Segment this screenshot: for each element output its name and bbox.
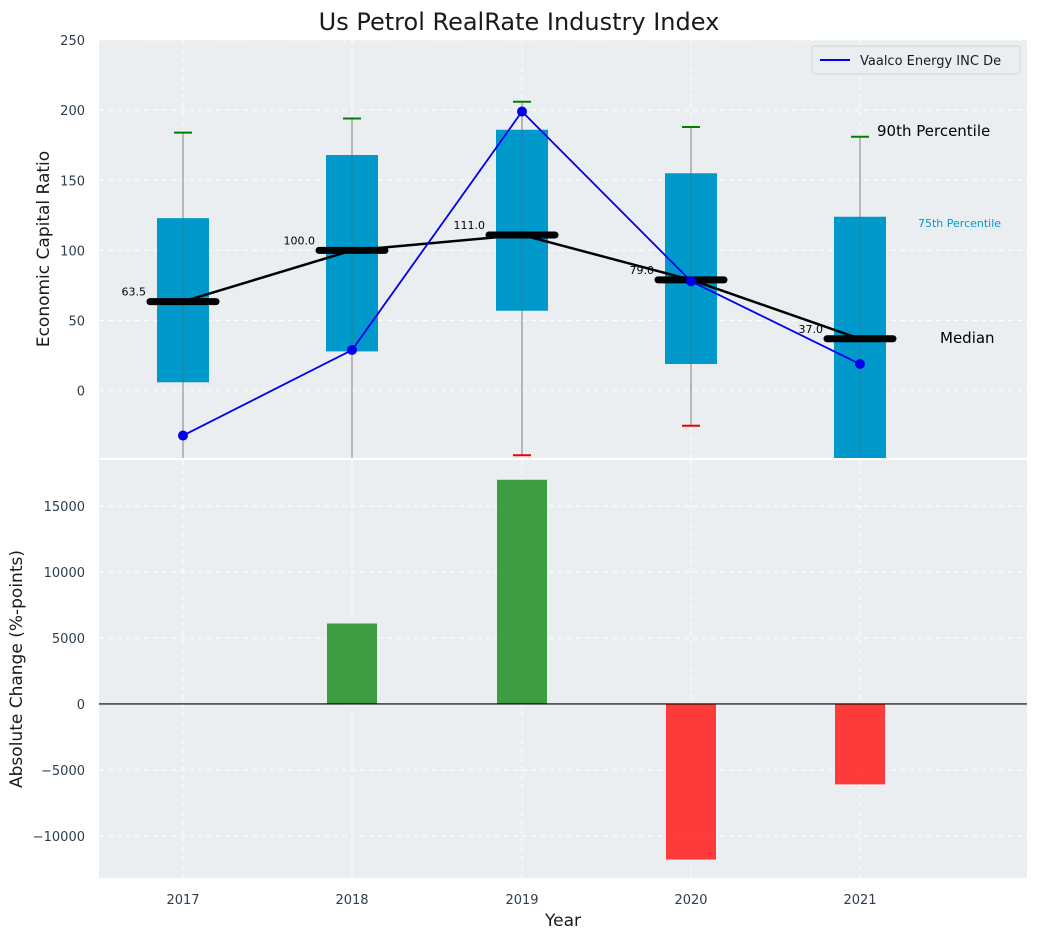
top-y-tick-label: 200: [60, 104, 85, 119]
company-series-point: [347, 344, 357, 355]
change-bar: [327, 623, 377, 704]
company-series-point: [686, 276, 696, 287]
bottom-y-ticks: −10000 −5000 0 5000 10000 15000: [33, 500, 85, 845]
top-y-tick-label: 0: [77, 385, 85, 400]
x-tick-label: 2019: [505, 893, 538, 908]
company-series-point: [178, 430, 188, 441]
company-series-point: [517, 106, 527, 117]
x-tick-label: 2020: [674, 893, 707, 908]
median-value-label: 79.0: [630, 264, 655, 277]
bottom-y-tick-label: 0: [77, 698, 85, 713]
x-tick-label: 2018: [335, 893, 368, 908]
change-bar: [835, 703, 885, 785]
bottom-y-tick-label: −5000: [41, 764, 85, 779]
x-axis-label: Year: [544, 911, 581, 931]
median-value-label: 111.0: [454, 219, 486, 232]
top-y-tick-label: 50: [68, 315, 85, 330]
top-y-axis-label: Economic Capital Ratio: [34, 151, 54, 347]
top-boxes: [157, 100, 886, 458]
top-y-tick-label: 250: [60, 34, 85, 49]
median-value-label: 37.0: [799, 323, 824, 336]
bottom-y-tick-label: 10000: [44, 566, 85, 581]
top-y-ticks: 0 50 100 150 200 250: [60, 34, 85, 400]
top-y-tick-label: 100: [60, 244, 85, 259]
change-bar: [666, 703, 716, 860]
x-tick-label: 2017: [166, 893, 199, 908]
x-ticks: 2017 2018 2019 2020 2021: [166, 893, 876, 908]
top-series: 63.5 100.0 111.0 79.0 37.0: [122, 106, 897, 441]
top-panel-background: [99, 40, 1027, 458]
chart-title: Us Petrol RealRate Industry Index: [319, 8, 720, 36]
median-value-label: 100.0: [284, 234, 316, 247]
bottom-y-tick-label: −10000: [33, 830, 85, 845]
p90-annotation: 90th Percentile: [877, 122, 990, 140]
legend-box: [811, 45, 1021, 75]
bottom-y-tick-label: 5000: [52, 632, 85, 647]
change-bar: [497, 479, 547, 704]
top-panel: 63.5 100.0 111.0 79.0 37.0 0 50 100 150 200 250 E…: [34, 34, 1027, 458]
bottom-y-axis-label: Absolute Change (%-points): [7, 550, 27, 788]
company-series-point: [855, 359, 865, 370]
top-y-tick-label: 150: [60, 174, 85, 189]
legend: Vaalco Energy INC De: [811, 45, 1021, 75]
x-tick-label: 2021: [843, 893, 876, 908]
bottom-y-tick-label: 15000: [44, 500, 85, 515]
p75-annotation: 75th Percentile: [918, 217, 1001, 230]
bottom-panel-background: [99, 460, 1027, 878]
median-value-label: 63.5: [122, 286, 147, 299]
bottom-bars: [99, 479, 1027, 860]
median-annotation: Median: [940, 329, 995, 347]
legend-label: Vaalco Energy INC De: [860, 54, 1001, 69]
